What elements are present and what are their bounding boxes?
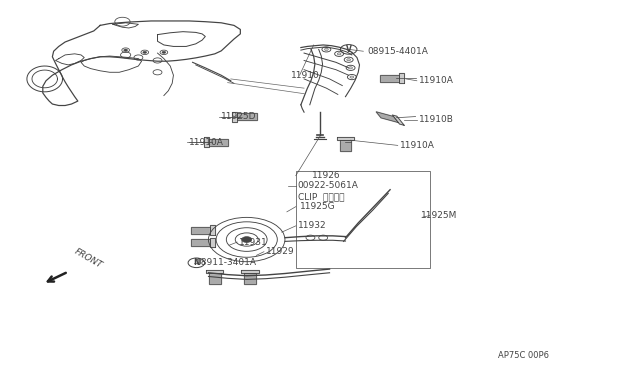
Text: 00922-5061A: 00922-5061A: [298, 182, 358, 190]
Polygon shape: [376, 112, 398, 122]
Text: FRONT: FRONT: [73, 247, 104, 270]
Polygon shape: [191, 227, 210, 234]
Polygon shape: [209, 139, 228, 146]
Polygon shape: [232, 112, 237, 122]
Polygon shape: [340, 140, 351, 151]
Circle shape: [143, 51, 147, 54]
Circle shape: [162, 51, 166, 54]
Polygon shape: [244, 273, 255, 284]
Text: 08911-3401A: 08911-3401A: [196, 258, 257, 267]
Circle shape: [350, 76, 354, 78]
Text: 11925G: 11925G: [300, 202, 335, 211]
Text: 11910A: 11910A: [399, 141, 435, 150]
Polygon shape: [210, 237, 215, 247]
Text: 11925M: 11925M: [420, 211, 457, 220]
Circle shape: [349, 67, 353, 69]
Text: 11926: 11926: [312, 171, 341, 180]
Polygon shape: [399, 73, 404, 83]
Polygon shape: [237, 113, 257, 120]
Circle shape: [324, 48, 328, 51]
Polygon shape: [204, 137, 209, 147]
Text: 11925D: 11925D: [221, 112, 257, 121]
Polygon shape: [191, 239, 210, 246]
Text: CLIP  クリップ: CLIP クリップ: [298, 192, 344, 201]
Polygon shape: [380, 75, 399, 81]
Text: 11932: 11932: [298, 221, 326, 230]
Polygon shape: [206, 270, 223, 273]
Text: 11910A: 11910A: [419, 76, 454, 85]
Bar: [296, 171, 429, 268]
Polygon shape: [210, 225, 215, 235]
Text: V: V: [346, 45, 351, 54]
Polygon shape: [209, 273, 221, 284]
Text: 11910A: 11910A: [189, 138, 224, 147]
Circle shape: [242, 237, 252, 243]
Circle shape: [337, 53, 341, 55]
Text: 11910B: 11910B: [419, 115, 454, 124]
Circle shape: [124, 49, 127, 51]
Text: 11910: 11910: [291, 71, 320, 80]
Polygon shape: [392, 115, 404, 125]
Polygon shape: [241, 270, 259, 273]
Text: 08915-4401A: 08915-4401A: [368, 47, 429, 56]
Text: 11931: 11931: [239, 238, 268, 247]
Circle shape: [347, 59, 351, 61]
Polygon shape: [337, 137, 354, 140]
Text: 11929: 11929: [266, 247, 294, 256]
Text: N: N: [193, 258, 200, 267]
Text: AP75C 00P6: AP75C 00P6: [499, 351, 549, 360]
